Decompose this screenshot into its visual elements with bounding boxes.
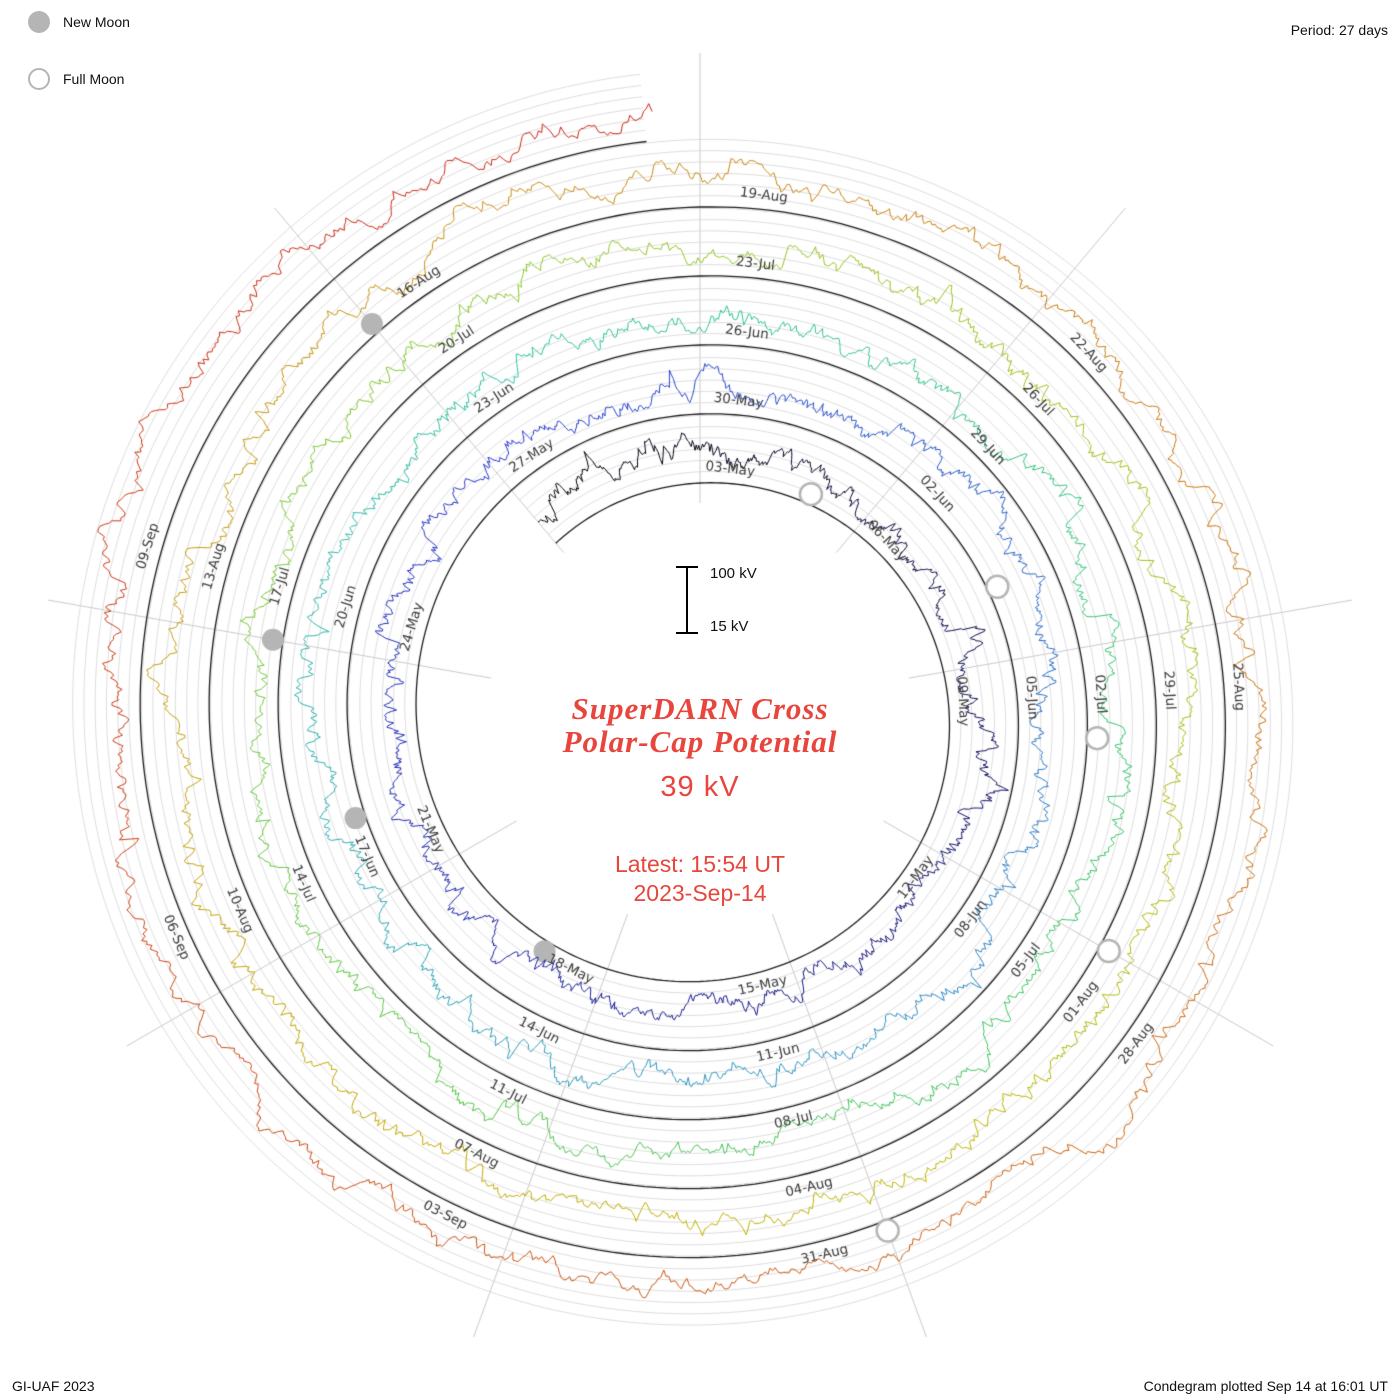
chart-title-line2: Polar-Cap Potential bbox=[562, 724, 838, 760]
latest-date: 2023-Sep-14 bbox=[633, 879, 767, 906]
center-annotation: SuperDARN Cross Polar-Cap Potential 39 k… bbox=[350, 692, 1050, 907]
scale-bar: 100 kV 15 kV bbox=[676, 566, 757, 634]
moon-legend: New Moon Full Moon bbox=[28, 10, 130, 124]
scale-max-label: 100 kV bbox=[710, 565, 757, 582]
scale-bar-labels: 100 kV 15 kV bbox=[710, 566, 757, 634]
legend-row-new-moon: New Moon bbox=[28, 10, 130, 34]
latest-value: 39 kV bbox=[660, 770, 740, 803]
new-moon-label: New Moon bbox=[63, 14, 130, 30]
legend-row-full-moon: Full Moon bbox=[28, 67, 130, 91]
scale-min-label: 15 kV bbox=[710, 618, 749, 635]
plot-timestamp-label: Condegram plotted Sep 14 at 16:01 UT bbox=[1143, 1378, 1388, 1394]
full-moon-label: Full Moon bbox=[63, 71, 125, 87]
credit-label: GI-UAF 2023 bbox=[12, 1378, 95, 1394]
full-moon-icon bbox=[28, 68, 50, 90]
new-moon-icon bbox=[28, 11, 50, 33]
chart-title-line1: SuperDARN Cross bbox=[571, 691, 829, 726]
scale-bar-glyph bbox=[676, 566, 698, 634]
period-label: Period: 27 days bbox=[1290, 22, 1388, 38]
latest-time: Latest: 15:54 UT bbox=[614, 850, 786, 877]
